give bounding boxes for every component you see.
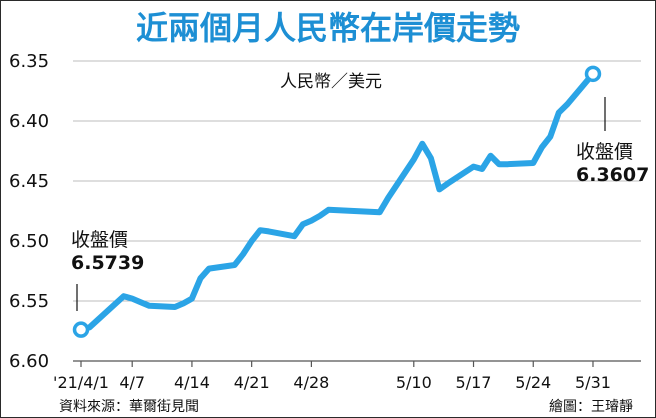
series-line: [78, 70, 596, 333]
x-tick-label: 5/24: [515, 373, 551, 392]
y-tick-label: 6.50: [9, 231, 49, 252]
y-tick-label: 6.60: [9, 351, 49, 372]
x-tick-label: 5/10: [396, 373, 432, 392]
unit-label: 人民幣／美元: [280, 72, 382, 92]
y-tick-label: 6.40: [9, 111, 49, 132]
y-tick-label: 6.45: [9, 171, 49, 192]
end-point-marker: [584, 65, 602, 83]
annotation-label-start: 收盤價: [71, 229, 128, 251]
source-note: 資料來源：華爾街見聞: [59, 399, 199, 415]
x-axis: '21/4/1 4/7 4/14 4/21 4/28 5/10 5/17 5/24 5/31: [53, 360, 641, 392]
y-tick-label: 6.35: [9, 51, 49, 72]
x-tick-label: '21/4/1: [53, 373, 109, 392]
annotation-value-start: 6.5739: [71, 252, 144, 274]
x-tick-label: 4/7: [119, 373, 145, 392]
start-point-marker: [72, 321, 90, 338]
y-axis-labels: 6.35 6.40 6.45 6.50 6.55 6.60: [9, 51, 49, 372]
series-group: [72, 65, 602, 338]
credit-note: 繪圖：王璿靜: [549, 398, 633, 415]
annotation-value-end: 6.3607: [576, 164, 649, 186]
y-tick-label: 6.55: [9, 291, 49, 312]
x-tick-label: 4/28: [293, 373, 329, 392]
x-tick-label: 4/14: [174, 373, 210, 392]
x-tick-label: 5/31: [575, 373, 611, 392]
x-tick-label: 5/17: [456, 373, 492, 392]
annotation-label-end: 收盤價: [576, 141, 633, 163]
x-tick-label: 4/21: [234, 373, 270, 392]
chart-title: 近兩個月人民幣在岸價走勢: [136, 9, 520, 47]
annotations: 收盤價 6.5739 收盤價 6.3607: [71, 97, 649, 311]
